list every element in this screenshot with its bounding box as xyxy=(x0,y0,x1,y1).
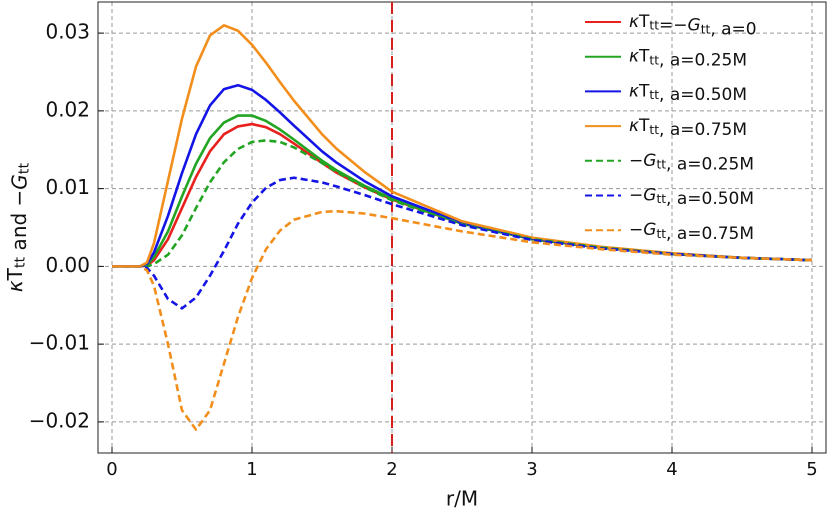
series-line xyxy=(112,24,813,268)
y-tick-label: 0.00 xyxy=(45,253,90,277)
x-tick-label: 4 xyxy=(666,459,677,480)
legend-label: κTtt=−Gtt, a=0 xyxy=(629,12,757,39)
legend-label: κTtt, a=0.25M xyxy=(629,47,747,71)
x-tick-label: 1 xyxy=(246,459,257,480)
legend-label: −Gtt, a=0.75M xyxy=(629,220,754,244)
y-tick-label: 0.02 xyxy=(45,97,90,121)
y-tick-label: −0.01 xyxy=(29,331,90,355)
legend-label: −Gtt, a=0.50M xyxy=(629,186,754,210)
legend-label: κTtt, a=0.50M xyxy=(629,81,747,105)
legend-label: κTtt, a=0.75M xyxy=(629,116,747,140)
series-line xyxy=(112,176,813,310)
y-tick-label: 0.03 xyxy=(45,20,90,44)
y-tick-label: −0.02 xyxy=(29,408,90,432)
y-tick-label: 0.01 xyxy=(45,175,90,199)
x-tick-label: 3 xyxy=(526,459,537,480)
plot-frame xyxy=(97,1,827,454)
series-line xyxy=(112,139,813,268)
x-tick-label: 5 xyxy=(806,459,817,480)
x-tick-label: 0 xyxy=(106,459,117,480)
legend-label: −Gtt, a=0.25M xyxy=(629,151,754,175)
x-axis-label: r/M xyxy=(446,487,478,511)
x-tick-label: 2 xyxy=(386,459,397,480)
series-line xyxy=(112,209,813,431)
y-axis-label: κTtt and −Gtt xyxy=(3,163,33,293)
